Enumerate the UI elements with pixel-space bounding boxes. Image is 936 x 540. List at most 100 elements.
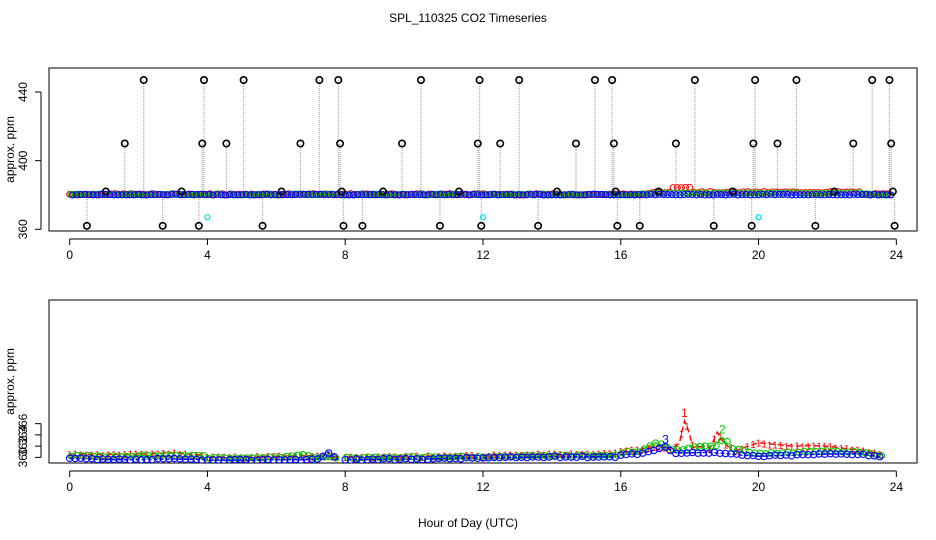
blue-marker: [661, 443, 669, 451]
blue-marker: [815, 450, 823, 458]
blue-point: [540, 191, 548, 199]
top-plot-area: [66, 76, 899, 230]
blue-marker: [104, 455, 112, 463]
blue-marker: [280, 456, 289, 463]
green-marker: [332, 454, 340, 462]
blue-marker: [804, 450, 812, 459]
cyan-point: [204, 214, 211, 221]
blue-point: [738, 191, 746, 199]
blue-point: [254, 191, 262, 199]
blue-point: [172, 190, 180, 198]
blue-point: [155, 190, 163, 198]
blue-marker: [253, 456, 261, 463]
blue-marker: [457, 455, 465, 463]
blue-marker: [435, 454, 443, 463]
top-panel: 0 4 8 12 16 20 24 360 400 440 approx. ppm: [3, 67, 918, 262]
series-line-blue: [346, 457, 478, 461]
blue-point: [672, 191, 680, 199]
blue-point: [523, 191, 531, 199]
blue-point: [585, 190, 593, 198]
blue-point: [519, 191, 527, 199]
black-spike-point: [473, 139, 482, 148]
blue-point: [287, 191, 296, 199]
blue-point: [259, 191, 267, 199]
blue-marker: [710, 448, 719, 457]
blue-marker: [214, 456, 223, 463]
top-x-tick-label: 0: [66, 248, 73, 262]
red-marker: 1: [403, 452, 409, 463]
black-spike-point: [635, 221, 644, 230]
blue-point: [234, 191, 242, 199]
red-point: [677, 184, 685, 192]
blue-point: [329, 190, 337, 199]
blue-point: [93, 191, 101, 199]
blue-point: [759, 190, 767, 198]
blue-marker: [148, 455, 157, 463]
blue-point: [494, 191, 502, 199]
blue-point: [478, 191, 486, 199]
green-marker: [877, 452, 886, 460]
blue-marker: [617, 451, 625, 459]
blue-marker: [523, 453, 531, 462]
red-marker: 1: [133, 449, 139, 460]
blue-point: [511, 191, 519, 199]
blue-point: [697, 190, 705, 199]
blue-point: [618, 191, 626, 199]
blue-point: [569, 190, 577, 198]
blue-point: [597, 190, 606, 198]
blue-point: [403, 191, 411, 199]
blue-point: [126, 191, 134, 199]
green-marker: [712, 442, 720, 450]
black-spike-point: [792, 76, 801, 85]
black-spike-point: [336, 139, 345, 148]
red-marker: 1: [475, 452, 481, 463]
top-x-tick-label: 20: [752, 248, 766, 262]
blue-marker: [859, 450, 868, 459]
blue-marker: [528, 453, 537, 461]
blue-point: [680, 190, 688, 199]
red-marker: 1: [811, 442, 817, 453]
red-marker: 1: [78, 450, 84, 461]
blue-marker: [286, 455, 294, 463]
blue-point: [395, 191, 403, 199]
series-line-blue: [209, 450, 339, 461]
red-marker: 1: [161, 449, 167, 460]
black-spike-point: [728, 187, 737, 196]
red-marker: 1: [761, 440, 767, 451]
blue-marker: [699, 449, 708, 457]
blue-marker: [143, 455, 151, 463]
blue-point: [325, 191, 333, 199]
blue-point: [581, 191, 589, 199]
blue-point: [763, 191, 771, 199]
blue-point: [577, 191, 585, 199]
blue-marker: [154, 454, 162, 463]
blue-marker: [440, 454, 449, 462]
blue-marker: [225, 456, 234, 463]
blue-point: [626, 191, 634, 199]
blue-point: [407, 190, 415, 199]
blue-point: [721, 191, 730, 199]
top-x-tick-label: 12: [476, 248, 490, 262]
blue-marker: [644, 447, 653, 456]
blue-marker: [550, 452, 559, 460]
blue-marker: [462, 453, 471, 462]
black-spike-point: [709, 221, 718, 230]
blue-point: [515, 191, 523, 199]
blue-marker: [446, 454, 454, 463]
bottom-y-tick-label: 364: [16, 425, 30, 445]
blue-marker: [98, 455, 107, 463]
blue-point: [362, 191, 370, 199]
blue-marker: [126, 456, 135, 463]
blue-point: [870, 190, 878, 198]
blue-marker: [738, 451, 746, 459]
red-marker: 1: [260, 453, 266, 464]
blue-marker: [793, 450, 801, 459]
red-marker: 1: [144, 450, 150, 461]
red-marker: 1: [750, 440, 756, 451]
blue-point: [114, 191, 122, 199]
blue-point: [502, 191, 510, 199]
series-line-red: [620, 418, 883, 456]
blue-marker: [236, 455, 245, 463]
blue-point: [304, 190, 312, 199]
